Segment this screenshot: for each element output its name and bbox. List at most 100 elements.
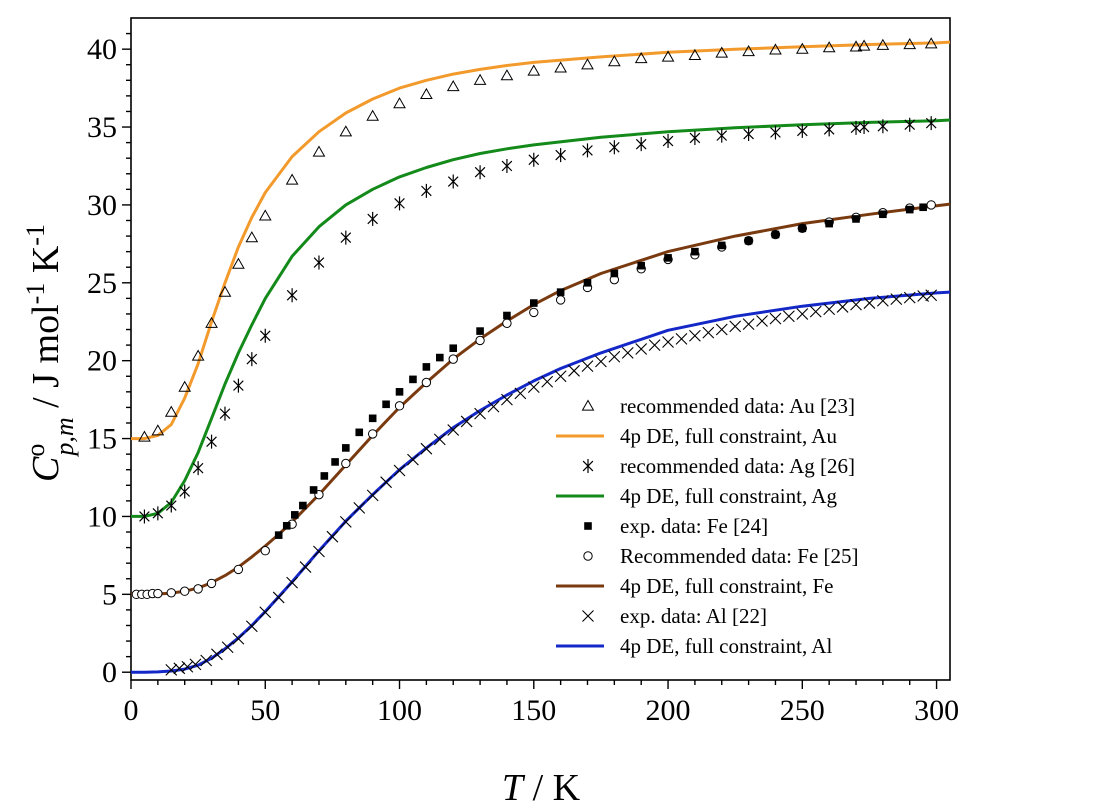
data-point-circle — [502, 318, 512, 328]
data-point-triangle — [218, 285, 232, 297]
data-point-square — [449, 344, 458, 353]
data-point-cross — [393, 464, 406, 477]
data-point-asterisk — [796, 123, 808, 138]
data-point-cross — [568, 364, 580, 377]
data-point-circle — [448, 354, 458, 364]
data-point-cross — [796, 308, 809, 320]
data-point-triangle — [393, 97, 406, 109]
data-point-cross — [181, 660, 194, 673]
data-point-triangle — [661, 50, 675, 62]
data-point-asterisk — [925, 116, 937, 131]
data-point-circle — [206, 578, 217, 589]
data-point-asterisk — [152, 506, 164, 521]
data-point-cross — [286, 576, 299, 589]
legend-label: exp. data: Al [22] — [620, 604, 767, 628]
data-point-square — [274, 531, 283, 539]
x-tick-label: 200 — [646, 694, 691, 727]
legend-swatch-circle — [583, 551, 593, 561]
fit-curve — [131, 40, 951, 441]
data-point-cross — [173, 662, 186, 675]
data-point-cross — [165, 663, 178, 676]
legend-label: Recommended data: Fe [25] — [620, 544, 859, 568]
data-point-triangle — [366, 109, 380, 121]
data-point-cross — [742, 318, 755, 330]
legend-label: 4p DE, full constraint, Fe — [620, 574, 833, 598]
legend-entry: 4p DE, full constraint, Fe — [556, 574, 833, 598]
y-tick-label: 5 — [102, 578, 117, 611]
data-point-asterisk — [165, 498, 177, 513]
data-point-asterisk — [421, 183, 432, 198]
data-point-cross — [756, 315, 768, 327]
data-point-cross — [487, 400, 500, 413]
data-point-cross — [729, 320, 742, 333]
data-point-asterisk — [206, 434, 217, 449]
data-point-triangle — [634, 51, 648, 64]
y-axis-title-exp2: -1 — [21, 224, 50, 246]
data-point-cross — [608, 350, 621, 363]
data-point-cross — [514, 387, 527, 400]
data-point-asterisk — [770, 125, 781, 140]
data-point-triangle — [607, 55, 621, 67]
data-point-triangle — [151, 424, 165, 436]
data-point-asterisk — [139, 509, 150, 524]
legend-entry: 4p DE, full constraint, Al — [556, 634, 832, 658]
data-point-triangle — [795, 42, 809, 54]
data-point-square — [291, 511, 299, 519]
marker-series-cross — [165, 289, 938, 676]
data-point-square — [771, 230, 780, 239]
y-tick-label: 10 — [87, 500, 117, 533]
data-point-triangle — [138, 430, 151, 442]
data-point-square — [583, 279, 592, 287]
fit-curve — [131, 290, 951, 674]
x-tick-label: 250 — [780, 694, 825, 727]
data-point-asterisk — [233, 378, 244, 393]
data-point-asterisk — [582, 143, 593, 158]
marker-series-square — [274, 203, 927, 539]
data-point-cross — [259, 606, 272, 619]
legend-entry: Recommended data: Fe [25] — [583, 544, 859, 568]
data-point-cross — [189, 658, 202, 671]
data-point-cross — [595, 355, 607, 368]
data-point-cross — [809, 305, 822, 318]
data-point-triangle — [164, 405, 178, 417]
plot-border — [130, 17, 951, 681]
data-point-cross — [689, 329, 701, 342]
data-point-square — [409, 375, 417, 384]
data-point-square — [637, 261, 645, 270]
legend-label: exp. data: Fe [24] — [620, 514, 768, 538]
data-point-asterisk — [823, 122, 835, 137]
data-point-circle — [153, 588, 163, 599]
data-point-square — [282, 521, 291, 530]
data-point-cross — [702, 326, 715, 339]
y-tick-label: 35 — [87, 111, 117, 144]
fit-curve — [131, 118, 951, 518]
legend-entry: exp. data: Al [22] — [582, 604, 767, 628]
data-point-square — [299, 501, 307, 510]
data-point-cross — [769, 312, 782, 325]
data-point-asterisk — [689, 130, 701, 145]
x-axis-title: T / K — [502, 767, 581, 809]
data-point-cross — [200, 654, 213, 667]
data-point-triangle — [527, 64, 541, 76]
data-point-triangle — [312, 145, 326, 157]
x-tick-label: 150 — [511, 694, 556, 727]
data-point-cross — [460, 415, 473, 428]
data-point-cross — [245, 620, 258, 633]
data-point-cross — [501, 393, 513, 406]
legend: recommended data: Au [23] 4p DE, full con… — [556, 394, 859, 658]
legend-label: 4p DE, full constraint, Ag — [620, 484, 837, 508]
data-point-asterisk — [219, 406, 231, 421]
data-point-cross — [890, 293, 903, 306]
data-point-circle — [233, 564, 244, 575]
data-point-square — [879, 210, 887, 219]
data-point-asterisk — [259, 328, 271, 343]
plot-frame — [130, 17, 951, 681]
data-point-asterisk — [635, 137, 647, 152]
y-axis: 0 5 10 15 20 25 30 35 40 — [87, 32, 131, 689]
data-point-circle — [341, 458, 351, 469]
data-point-square — [529, 299, 538, 307]
data-point-cross — [420, 442, 433, 455]
legend-label: 4p DE, full constraint, Al — [620, 634, 832, 658]
data-point-cross — [433, 433, 446, 446]
